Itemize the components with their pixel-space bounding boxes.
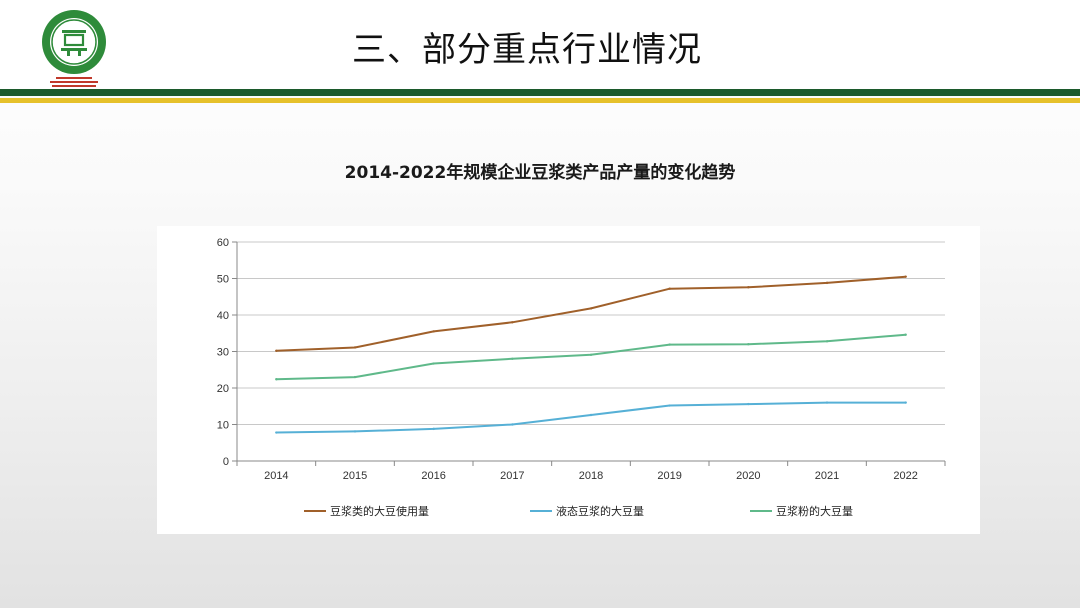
header-yellow-band <box>0 98 1080 103</box>
data-point <box>668 287 671 290</box>
series-line <box>275 333 907 381</box>
chart-title: 2014-2022年规模企业豆浆类产品产量的变化趋势 <box>344 163 736 183</box>
y-tick-label: 0 <box>223 456 229 468</box>
x-tick-label: 2017 <box>500 470 524 482</box>
slide-header: 三、部分重点行业情况 <box>0 0 1080 90</box>
data-point <box>589 307 593 310</box>
data-point <box>825 281 829 285</box>
data-point <box>511 357 514 360</box>
data-point <box>589 413 593 417</box>
chart-area: 0 10 20 30 40 50 60 2014 2015 2016 2017 2018 2019 202… <box>157 226 980 534</box>
data-point <box>904 401 907 404</box>
data-point <box>275 349 278 352</box>
data-point <box>353 430 357 433</box>
x-tick-label: 2018 <box>579 470 603 482</box>
data-point <box>511 321 514 324</box>
y-tick-label: 50 <box>217 274 229 286</box>
data-point <box>747 286 750 289</box>
x-tick-label: 2022 <box>893 470 917 482</box>
x-tick-label: 2021 <box>815 470 839 482</box>
data-point <box>825 401 829 404</box>
y-tick-label: 10 <box>217 420 229 432</box>
data-point <box>432 330 435 333</box>
line-chart: 0 10 20 30 40 50 60 2014 2015 2016 2017 2018 2019 202… <box>217 237 946 482</box>
x-tick-label: 2014 <box>264 470 288 482</box>
data-point <box>432 362 435 365</box>
data-point <box>275 431 278 434</box>
data-point <box>904 333 907 336</box>
data-point <box>747 402 750 406</box>
y-tick-label: 60 <box>217 237 229 249</box>
data-point <box>511 423 514 426</box>
data-point <box>825 340 829 343</box>
data-point <box>747 343 750 346</box>
data-point <box>353 375 357 379</box>
data-point <box>589 353 593 356</box>
data-point <box>904 275 907 278</box>
y-tick-label: 20 <box>217 383 229 395</box>
series-line <box>275 275 907 352</box>
slide-title: 三、部分重点行业情况 <box>352 30 702 70</box>
series-line <box>275 401 907 434</box>
y-tick-label: 40 <box>217 310 229 322</box>
data-point <box>275 378 278 381</box>
institute-logo <box>38 6 110 88</box>
data-point <box>668 404 671 407</box>
x-tick-label: 2016 <box>421 470 445 482</box>
data-point <box>432 427 435 431</box>
x-tick-label: 2020 <box>736 470 760 482</box>
x-tick-label: 2015 <box>343 470 367 482</box>
data-point <box>668 343 671 346</box>
x-tick-label: 2019 <box>657 470 681 482</box>
y-tick-label: 30 <box>217 347 229 359</box>
data-point <box>353 346 357 349</box>
header-green-band <box>0 89 1080 96</box>
